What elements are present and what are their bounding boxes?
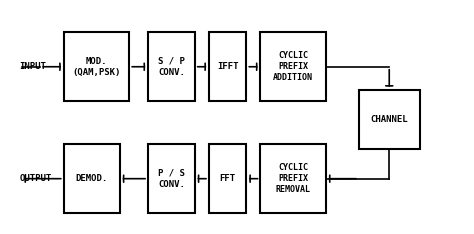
Bar [148, 144, 195, 213]
Bar [260, 33, 326, 101]
Text: OUTPUT: OUTPUT [19, 174, 51, 183]
Bar [64, 33, 129, 101]
Bar [64, 144, 120, 213]
Text: IFFT: IFFT [217, 62, 238, 71]
Text: P / S
CONV.: P / S CONV. [158, 169, 185, 189]
Text: CYCLIC
PREFIX
ADDITION: CYCLIC PREFIX ADDITION [273, 51, 313, 82]
Bar [209, 144, 246, 213]
Text: FFT: FFT [219, 174, 236, 183]
Text: CYCLIC
PREFIX
REMOVAL: CYCLIC PREFIX REMOVAL [276, 163, 311, 194]
Text: DEMOD.: DEMOD. [76, 174, 108, 183]
Text: INPUT: INPUT [19, 62, 46, 71]
Text: CHANNEL: CHANNEL [371, 115, 408, 124]
Bar [209, 33, 246, 101]
Text: MOD.
(QAM,PSK): MOD. (QAM,PSK) [72, 57, 121, 77]
Bar [359, 90, 419, 149]
Text: S / P
CONV.: S / P CONV. [158, 57, 185, 77]
Bar [260, 144, 326, 213]
Bar [148, 33, 195, 101]
